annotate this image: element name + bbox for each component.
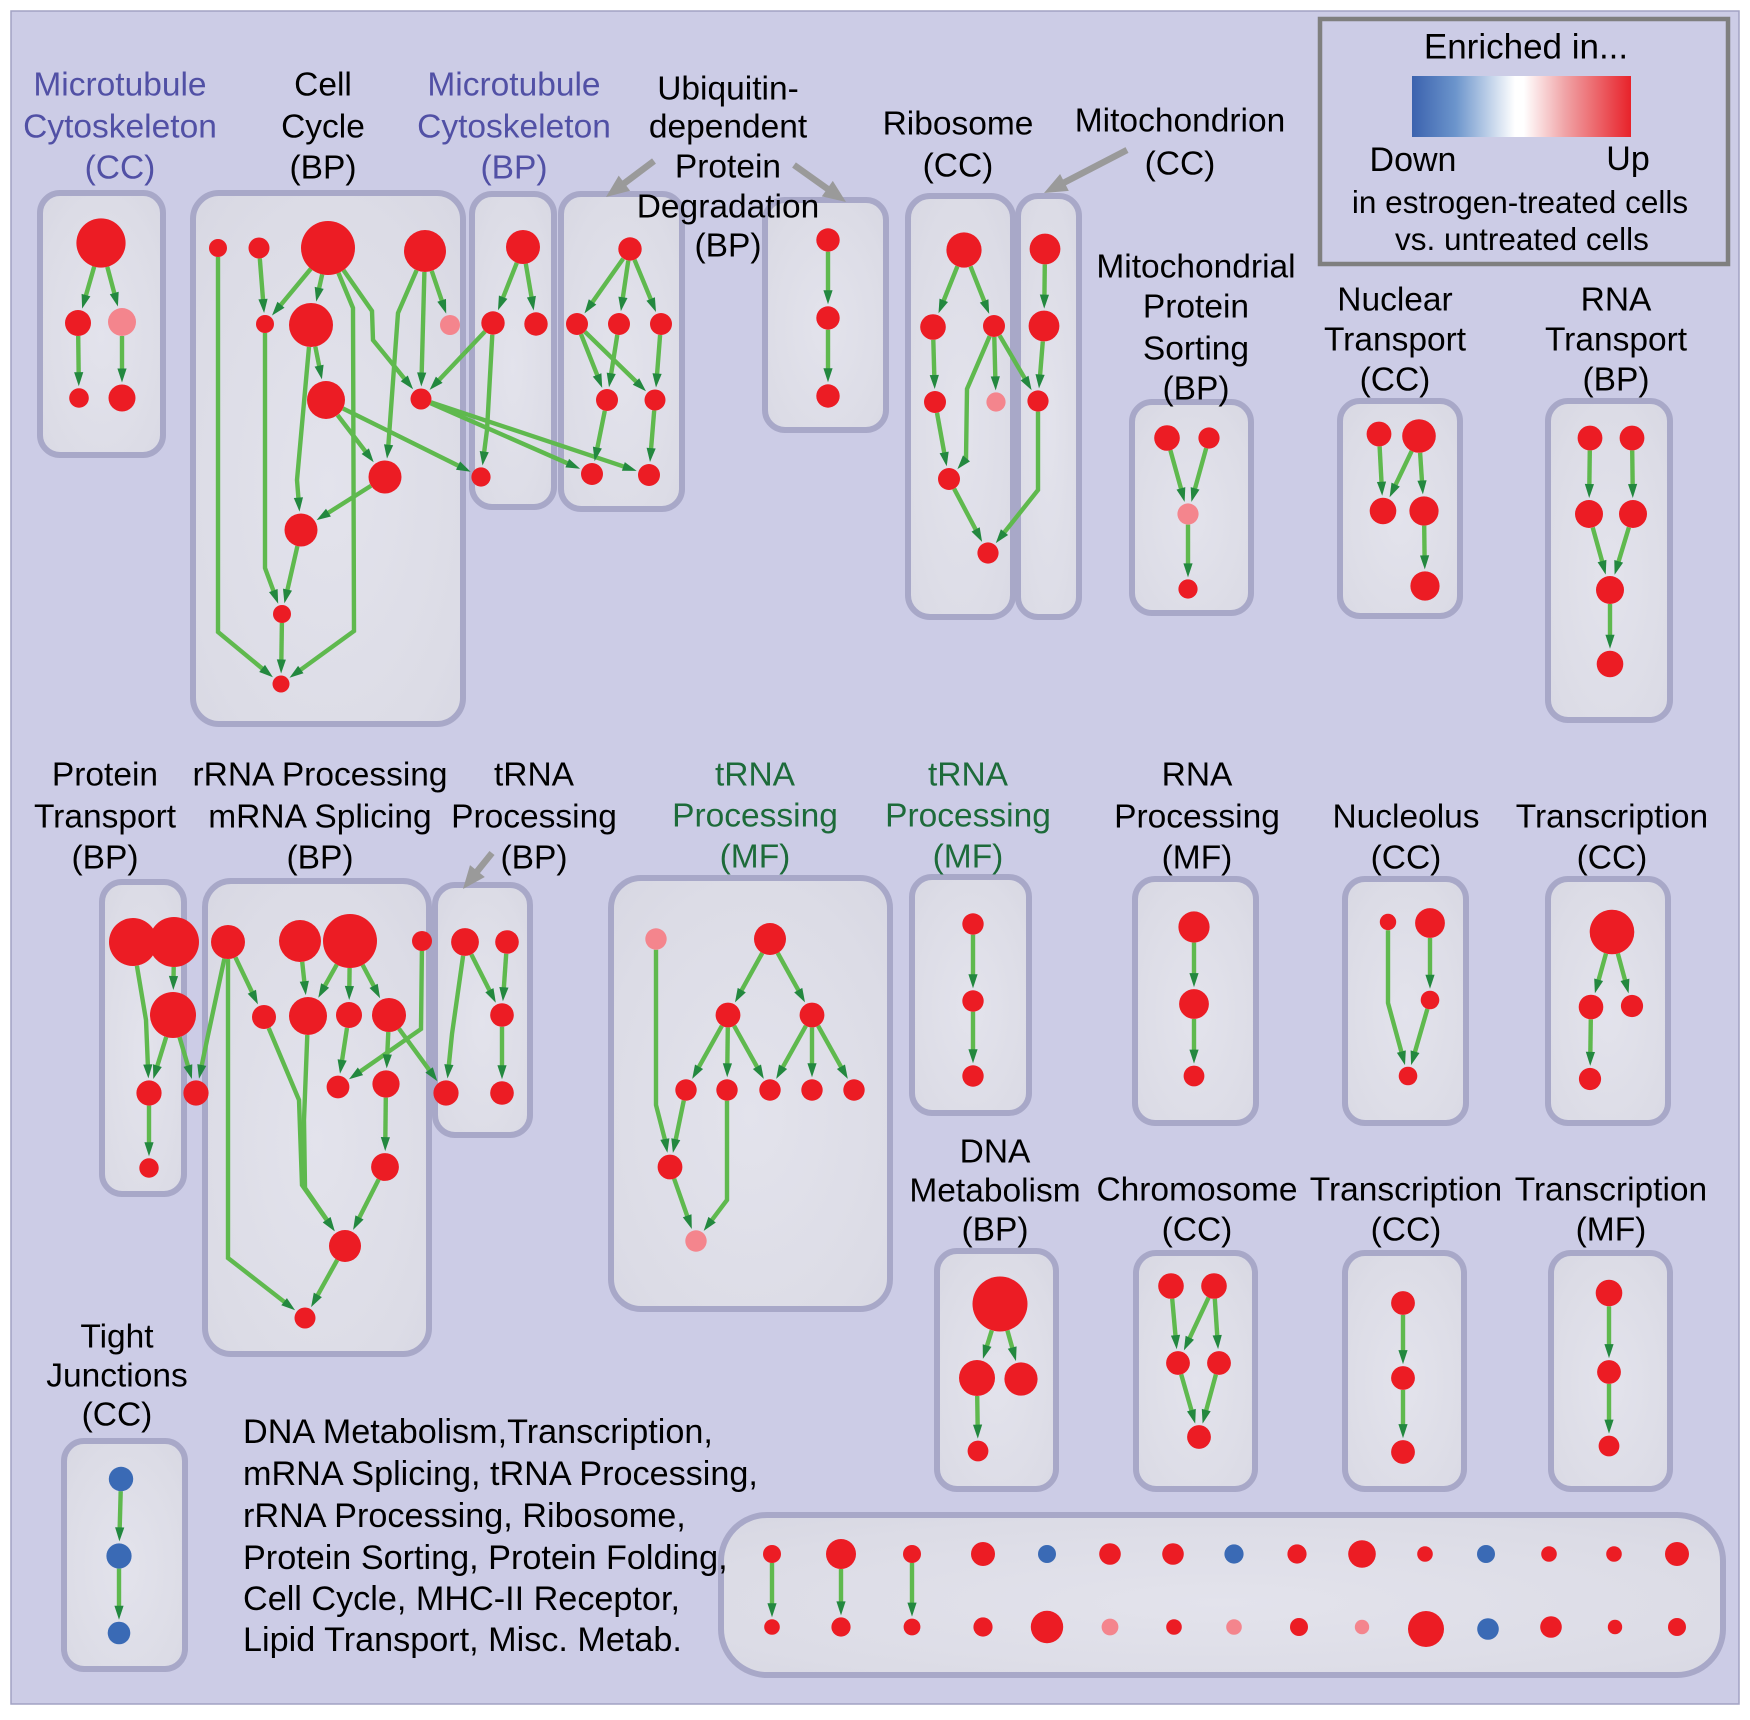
svg-text:rRNA Processing, Ribosome,: rRNA Processing, Ribosome, [243, 1497, 686, 1535]
svg-text:Cell Cycle, MHC-II Receptor,: Cell Cycle, MHC-II Receptor, [243, 1580, 680, 1618]
svg-text:DNA: DNA [960, 1134, 1031, 1171]
svg-text:(MF): (MF) [933, 839, 1004, 876]
svg-text:RNA: RNA [1581, 282, 1652, 319]
svg-text:Ubiquitin-: Ubiquitin- [657, 71, 799, 108]
svg-text:Transport: Transport [34, 799, 177, 836]
svg-text:Protein: Protein [1143, 289, 1249, 326]
svg-text:Protein: Protein [675, 149, 781, 186]
svg-text:Transcription: Transcription [1515, 1172, 1707, 1209]
svg-text:DNA Metabolism,Transcription,: DNA Metabolism,Transcription, [243, 1413, 713, 1451]
svg-text:Microtubule: Microtubule [427, 67, 600, 104]
svg-text:(CC): (CC) [82, 1397, 153, 1434]
svg-text:(CC): (CC) [1371, 1212, 1442, 1249]
svg-text:(CC): (CC) [1577, 840, 1648, 877]
svg-text:(MF): (MF) [1162, 840, 1233, 877]
svg-text:(BP): (BP) [72, 840, 139, 877]
svg-text:Nuclear: Nuclear [1337, 282, 1452, 319]
svg-text:Sorting: Sorting [1143, 331, 1249, 368]
svg-text:Up: Up [1606, 140, 1649, 178]
svg-text:Cell: Cell [294, 67, 352, 104]
svg-text:tRNA: tRNA [494, 757, 575, 794]
svg-text:in estrogen-treated cells: in estrogen-treated cells [1352, 184, 1688, 220]
svg-text:(MF): (MF) [720, 839, 791, 876]
svg-text:(BP): (BP) [962, 1212, 1029, 1249]
svg-text:(CC): (CC) [1145, 146, 1216, 183]
svg-text:(CC): (CC) [1162, 1212, 1233, 1249]
svg-text:mRNA Splicing: mRNA Splicing [208, 799, 431, 836]
svg-text:Down: Down [1370, 141, 1457, 179]
svg-text:Mitochondrion: Mitochondrion [1075, 103, 1285, 140]
svg-text:Tight: Tight [80, 1319, 154, 1356]
svg-text:Transport: Transport [1545, 322, 1688, 359]
svg-text:(MF): (MF) [1576, 1212, 1647, 1249]
svg-text:(BP): (BP) [1583, 362, 1650, 399]
svg-text:Chromosome: Chromosome [1096, 1172, 1297, 1209]
svg-text:(CC): (CC) [1371, 840, 1442, 877]
svg-text:Processing: Processing [672, 798, 838, 835]
svg-text:Ribosome: Ribosome [883, 106, 1034, 143]
svg-text:Degradation: Degradation [637, 189, 820, 226]
svg-text:Processing: Processing [1114, 799, 1280, 836]
svg-text:Cytoskeleton: Cytoskeleton [417, 109, 611, 146]
svg-text:rRNA Processing: rRNA Processing [192, 757, 447, 794]
svg-text:(BP): (BP) [1163, 371, 1230, 408]
svg-text:Processing: Processing [885, 798, 1051, 835]
svg-text:Processing: Processing [451, 799, 617, 836]
svg-text:Enriched in...: Enriched in... [1424, 28, 1628, 67]
svg-text:Cytoskeleton: Cytoskeleton [23, 109, 217, 146]
svg-text:(CC): (CC) [923, 148, 994, 185]
svg-text:(CC): (CC) [85, 150, 156, 187]
svg-text:Transcription: Transcription [1516, 799, 1708, 836]
svg-text:RNA: RNA [1162, 757, 1233, 794]
svg-text:Transcription: Transcription [1310, 1172, 1502, 1209]
svg-text:Junctions: Junctions [46, 1358, 188, 1395]
svg-text:Transport: Transport [1324, 322, 1467, 359]
svg-text:tRNA: tRNA [715, 757, 796, 794]
svg-text:Lipid Transport, Misc. Metab.: Lipid Transport, Misc. Metab. [243, 1621, 682, 1659]
svg-text:Mitochondrial: Mitochondrial [1096, 249, 1295, 286]
svg-text:Protein Sorting, Protein Foldi: Protein Sorting, Protein Folding, [243, 1539, 728, 1577]
svg-text:(BP): (BP) [290, 150, 357, 187]
svg-text:Nucleolus: Nucleolus [1332, 799, 1479, 836]
svg-text:tRNA: tRNA [928, 757, 1009, 794]
svg-text:vs. untreated cells: vs. untreated cells [1395, 221, 1649, 257]
svg-text:(BP): (BP) [695, 228, 762, 265]
svg-text:Cycle: Cycle [281, 109, 365, 146]
svg-text:(BP): (BP) [481, 150, 548, 187]
svg-text:(CC): (CC) [1360, 362, 1431, 399]
svg-text:Metabolism: Metabolism [909, 1173, 1080, 1210]
svg-text:mRNA Splicing, tRNA Processing: mRNA Splicing, tRNA Processing, [243, 1455, 758, 1493]
svg-text:(BP): (BP) [501, 840, 568, 877]
svg-text:(BP): (BP) [287, 840, 354, 877]
svg-text:Protein: Protein [52, 757, 158, 794]
svg-text:Microtubule: Microtubule [33, 67, 206, 104]
svg-text:dependent: dependent [649, 109, 808, 146]
